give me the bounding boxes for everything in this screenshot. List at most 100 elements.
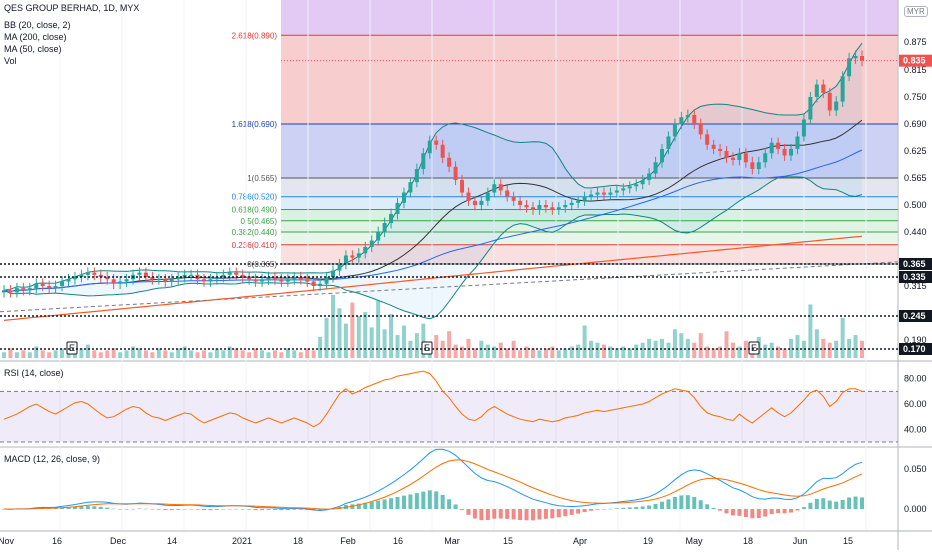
volume-bar [343, 323, 348, 358]
volume-bar [305, 348, 310, 358]
candle-body [660, 148, 665, 163]
price-tick-label: 0.625 [904, 146, 927, 156]
candle-body [621, 188, 626, 191]
candle-body [821, 84, 826, 93]
earnings-marker-label: E [751, 343, 757, 353]
macd-histogram-bar [124, 509, 129, 510]
macd-tick-label: 0.000 [904, 504, 927, 514]
price-tick-label: 0.190 [904, 335, 927, 345]
candle [21, 282, 26, 296]
rsi-band [0, 391, 898, 442]
volume-bar [801, 340, 806, 358]
candle-body [685, 115, 690, 118]
candle [421, 148, 426, 175]
candle-body [21, 288, 26, 291]
macd-histogram-bar [189, 509, 194, 510]
candle-body [182, 274, 187, 277]
macd-histogram-bar [860, 497, 864, 509]
candle [537, 200, 542, 215]
macd-histogram-bar [672, 496, 677, 509]
volume-bar [589, 340, 594, 358]
candle-body [227, 272, 232, 275]
candle [634, 179, 639, 192]
candle-body [285, 279, 290, 282]
candle [240, 269, 245, 283]
macd-histogram-bar [279, 509, 284, 511]
candle-body [234, 272, 239, 275]
candle-body [434, 140, 439, 145]
volume-bar [14, 352, 19, 358]
candle [137, 267, 142, 281]
candle [769, 137, 774, 159]
candle [85, 267, 90, 281]
volume-bar [524, 346, 529, 358]
macd-histogram-bar [511, 509, 516, 520]
volume-bar [227, 346, 232, 358]
volume-bar [563, 348, 568, 358]
macd-histogram-bar [163, 509, 168, 511]
candle [47, 280, 52, 294]
candle-body [305, 279, 310, 282]
macd-histogram-bar [814, 498, 819, 509]
volume-bar [279, 352, 284, 358]
macd-histogram-bar [834, 501, 839, 509]
volume-bar [85, 344, 90, 358]
candle-body [763, 153, 768, 163]
candle [743, 148, 748, 168]
volume-bar [131, 346, 136, 358]
currency-badge[interactable]: MYR [904, 6, 928, 17]
candle [356, 248, 361, 263]
candle [27, 282, 32, 296]
candle [498, 179, 503, 196]
macd-histogram-bar [111, 508, 116, 510]
volume-bar [408, 340, 413, 358]
candle-body [834, 101, 839, 111]
candle [14, 282, 19, 298]
macd-histogram-bar [582, 509, 587, 513]
volume-bar [382, 329, 387, 358]
candle-body [756, 162, 761, 169]
macd-histogram-bar [318, 509, 323, 511]
macd-histogram-bar [660, 501, 665, 509]
time-tick-label: Feb [340, 536, 356, 546]
candle [427, 135, 432, 159]
price-tag-label: 0.365 [903, 259, 926, 269]
candle [150, 271, 155, 285]
macd-histogram-bar [608, 508, 613, 510]
volume-bar [685, 338, 690, 358]
macd-histogram-bar [60, 507, 65, 509]
candle [208, 273, 213, 287]
macd-histogram-bar [214, 509, 219, 510]
volume-bar [356, 315, 361, 358]
candle-body [214, 277, 219, 280]
legend-bb: BB (20, close, 2) [4, 20, 71, 30]
macd-histogram-bar [782, 509, 787, 514]
volume-bar [272, 350, 277, 358]
candle [789, 143, 794, 161]
price-tag-label: 0.335 [903, 272, 926, 282]
macd-histogram-bar [530, 509, 535, 521]
candle [711, 139, 716, 155]
macd-histogram-bar [440, 494, 445, 509]
macd-histogram-bar [711, 507, 716, 509]
macd-histogram-bar [653, 503, 658, 509]
volume-bar [27, 352, 32, 358]
fib-label: 2.618(0.890) [232, 31, 278, 40]
time-tick-label: 16 [52, 536, 62, 546]
candle-body [318, 283, 323, 286]
candle-body [460, 180, 465, 193]
candle [105, 271, 110, 285]
macd-histogram-bar [363, 502, 368, 509]
candle-body [827, 92, 832, 111]
macd-histogram-bar [556, 509, 561, 518]
volume-bar [414, 333, 419, 358]
macd-histogram-bar [201, 509, 206, 511]
volume-bar [182, 346, 187, 358]
price-tag [899, 343, 932, 355]
macd-histogram-bar [640, 506, 645, 509]
fib-label: 0.5(0.465) [241, 217, 278, 226]
volume-bar [324, 317, 329, 358]
macd-histogram-bar [240, 509, 245, 510]
